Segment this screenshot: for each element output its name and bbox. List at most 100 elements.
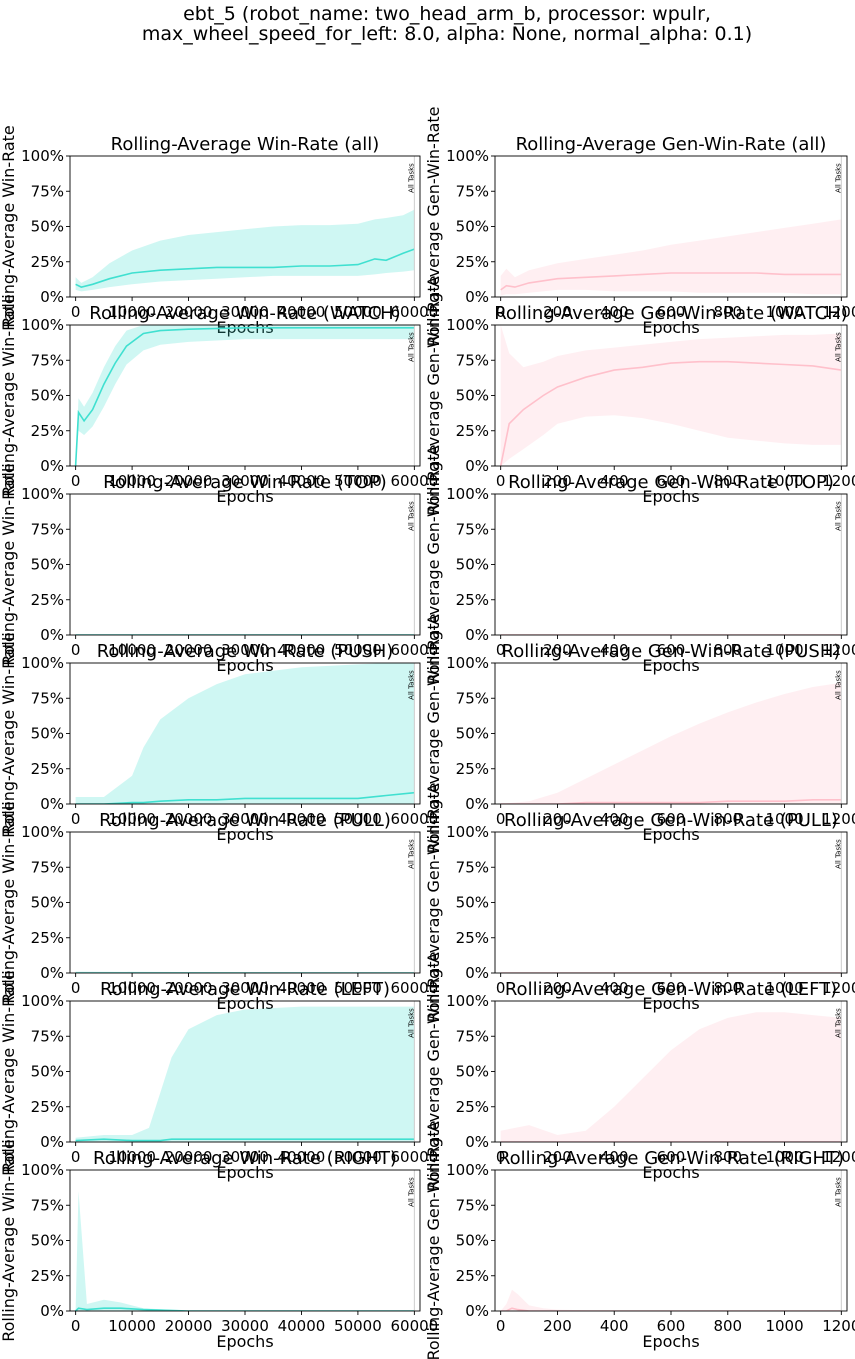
x-tick-label: 600 bbox=[657, 303, 686, 321]
x-tick-label: 600 bbox=[657, 810, 686, 828]
y-tick-label: 75% bbox=[31, 351, 64, 369]
y-tick-label: 100% bbox=[21, 147, 64, 165]
y-tick-label: 100% bbox=[21, 485, 64, 503]
y-tick-label: 50% bbox=[456, 218, 489, 236]
y-tick-label: 50% bbox=[31, 556, 64, 574]
y-tick-label: 25% bbox=[31, 591, 64, 609]
x-tick-label: 20000 bbox=[165, 1148, 213, 1166]
subplot-14: All Tasks 0% 25% 50% 75% 100% 0 200 400 600 800 100… bbox=[424, 1120, 855, 1359]
x-tick-label: 30000 bbox=[221, 641, 269, 659]
x-tick-label: 30000 bbox=[221, 1148, 269, 1166]
y-tick-label: 50% bbox=[31, 1063, 64, 1081]
y-tick-label: 25% bbox=[456, 929, 489, 947]
x-tick-label: 60000 bbox=[390, 1317, 438, 1335]
all-tasks-marker-label: All Tasks bbox=[407, 501, 415, 531]
x-tick-label: 800 bbox=[713, 1317, 742, 1335]
all-tasks-marker-label: All Tasks bbox=[834, 1008, 842, 1038]
x-tick-label: 0 bbox=[496, 641, 506, 659]
y-tick-label: 25% bbox=[456, 591, 489, 609]
confidence-band bbox=[75, 1191, 415, 1311]
x-tick-label: 0 bbox=[496, 1148, 506, 1166]
all-tasks-marker-label: All Tasks bbox=[407, 163, 415, 193]
subplot-5: All Tasks 0% 25% 50% 75% 100% 0 10000 20000 30000… bbox=[0, 463, 438, 675]
y-tick-label: 0% bbox=[465, 964, 489, 982]
y-tick-label: 50% bbox=[456, 556, 489, 574]
subplot-title: Rolling-Average Gen-Win-Rate (PUSH) bbox=[502, 641, 841, 662]
x-tick-label: 1000 bbox=[765, 472, 803, 490]
x-tick-label: 1000 bbox=[765, 979, 803, 997]
x-tick-label: 60000 bbox=[390, 472, 438, 490]
x-tick-label: 10000 bbox=[108, 810, 156, 828]
x-tick-label: 0 bbox=[496, 810, 506, 828]
y-axis-label: Rolling-Average Win-Rate bbox=[0, 125, 18, 328]
x-axis-label: Epochs bbox=[216, 656, 273, 675]
x-tick-label: 0 bbox=[71, 303, 81, 321]
all-tasks-marker-label: All Tasks bbox=[834, 670, 842, 700]
y-tick-label: 25% bbox=[31, 253, 64, 271]
x-tick-label: 60000 bbox=[390, 303, 438, 321]
x-axis-label: Epochs bbox=[642, 487, 699, 506]
y-tick-label: 0% bbox=[40, 626, 64, 644]
subplot-title: Rolling-Average Gen-Win-Rate (RIGHT) bbox=[498, 1148, 844, 1169]
x-tick-label: 20000 bbox=[165, 303, 213, 321]
subplot-title: Rolling-Average Win-Rate (LEFT) bbox=[100, 979, 390, 1000]
mean-line bbox=[500, 272, 842, 291]
x-tick-label: 400 bbox=[600, 472, 629, 490]
x-tick-label: 800 bbox=[713, 979, 742, 997]
x-tick-label: 1000 bbox=[765, 1148, 803, 1166]
x-tick-label: 400 bbox=[600, 303, 629, 321]
confidence-band bbox=[75, 663, 415, 804]
x-tick-label: 600 bbox=[657, 472, 686, 490]
y-tick-label: 100% bbox=[446, 1161, 489, 1179]
mean-line bbox=[75, 1307, 415, 1311]
x-tick-label: 800 bbox=[713, 472, 742, 490]
subplot-title: Rolling-Average Win-Rate (TOP) bbox=[103, 472, 387, 493]
x-tick-label: 800 bbox=[713, 303, 742, 321]
confidence-band bbox=[75, 209, 415, 292]
x-tick-label: 1200 bbox=[822, 979, 855, 997]
y-tick-label: 100% bbox=[446, 992, 489, 1010]
y-tick-label: 0% bbox=[465, 288, 489, 306]
x-tick-label: 400 bbox=[600, 979, 629, 997]
x-tick-label: 800 bbox=[713, 1148, 742, 1166]
y-tick-label: 0% bbox=[40, 964, 64, 982]
x-tick-label: 40000 bbox=[278, 810, 326, 828]
x-tick-label: 20000 bbox=[165, 1317, 213, 1335]
mean-line bbox=[74, 327, 415, 466]
y-tick-label: 100% bbox=[21, 992, 64, 1010]
y-tick-label: 50% bbox=[31, 1232, 64, 1250]
x-tick-label: 40000 bbox=[278, 1317, 326, 1335]
all-tasks-marker-label: All Tasks bbox=[407, 1177, 415, 1207]
y-tick-label: 25% bbox=[31, 929, 64, 947]
y-axis-label: Rolling-Average Gen-Win-Rate bbox=[424, 444, 443, 684]
y-tick-label: 25% bbox=[31, 1267, 64, 1285]
y-tick-label: 50% bbox=[456, 1063, 489, 1081]
x-tick-label: 50000 bbox=[334, 1317, 382, 1335]
x-tick-label: 40000 bbox=[278, 641, 326, 659]
x-tick-label: 600 bbox=[657, 979, 686, 997]
x-tick-label: 1200 bbox=[822, 303, 855, 321]
subplot-8: All Tasks 0% 25% 50% 75% 100% 0 200 400 600 800 100… bbox=[424, 613, 855, 853]
y-axis-label: Rolling-Average Gen-Win-Rate bbox=[424, 951, 443, 1191]
x-tick-label: 10000 bbox=[108, 979, 156, 997]
subplot-9: All Tasks 0% 25% 50% 75% 100% 0 10000 20000 30000… bbox=[0, 801, 438, 1013]
confidence-band bbox=[500, 682, 842, 804]
y-tick-label: 75% bbox=[456, 520, 489, 538]
x-tick-label: 50000 bbox=[334, 641, 382, 659]
all-tasks-marker-label: All Tasks bbox=[407, 670, 415, 700]
y-tick-label: 100% bbox=[446, 654, 489, 672]
y-tick-label: 25% bbox=[31, 760, 64, 778]
x-tick-label: 1000 bbox=[765, 641, 803, 659]
axes-frame bbox=[494, 1169, 848, 1312]
mean-line bbox=[499, 360, 842, 466]
all-tasks-marker-label: All Tasks bbox=[834, 839, 842, 869]
y-tick-label: 25% bbox=[456, 760, 489, 778]
x-tick-label: 200 bbox=[543, 1317, 572, 1335]
all-tasks-marker-label: All Tasks bbox=[834, 501, 842, 531]
x-tick-label: 10000 bbox=[108, 1317, 156, 1335]
x-tick-label: 0 bbox=[71, 1148, 81, 1166]
x-tick-label: 30000 bbox=[221, 810, 269, 828]
subplot-11: All Tasks 0% 25% 50% 75% 100% 0 10000 20000 30000… bbox=[0, 970, 438, 1182]
all-tasks-marker-label: All Tasks bbox=[407, 332, 415, 362]
